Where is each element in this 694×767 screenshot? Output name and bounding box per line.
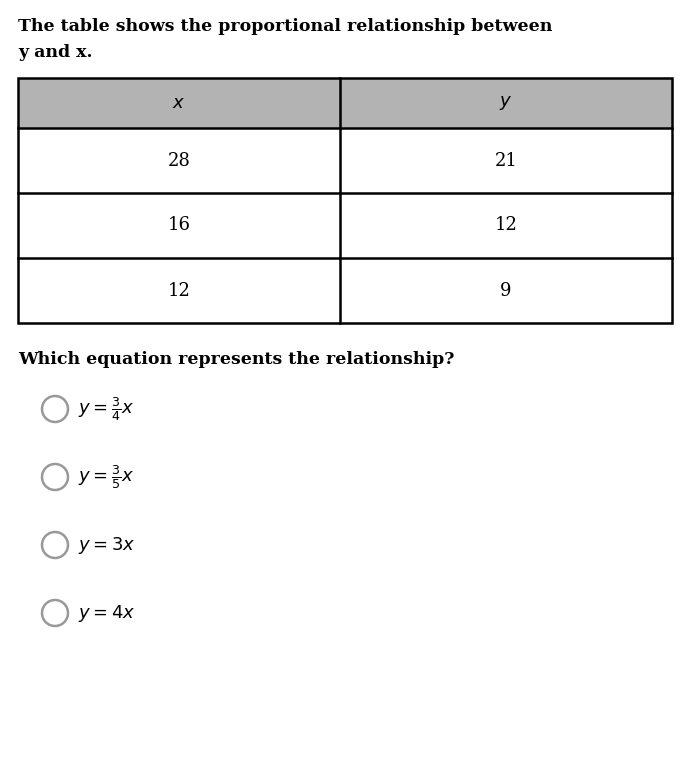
Text: 9: 9	[500, 281, 511, 299]
Text: 28: 28	[167, 152, 190, 170]
Text: $y = 3x$: $y = 3x$	[78, 535, 135, 555]
Text: $y = \frac{3}{4}x$: $y = \frac{3}{4}x$	[78, 395, 134, 423]
Text: y and x.: y and x.	[18, 44, 92, 61]
Text: $y$: $y$	[500, 94, 513, 112]
Text: $y = 4x$: $y = 4x$	[78, 603, 135, 624]
Bar	[18, 78, 672, 128]
Text: 12: 12	[495, 216, 518, 235]
Text: 21: 21	[495, 152, 518, 170]
Text: 16: 16	[167, 216, 190, 235]
Text: The table shows the proportional relationship between: The table shows the proportional relatio…	[18, 18, 552, 35]
Text: 12: 12	[167, 281, 190, 299]
Text: Which equation represents the relationship?: Which equation represents the relationsh…	[18, 351, 455, 368]
Bar	[18, 78, 672, 323]
Text: $y = \frac{3}{5}x$: $y = \frac{3}{5}x$	[78, 463, 134, 491]
Text: $x$: $x$	[172, 94, 185, 112]
